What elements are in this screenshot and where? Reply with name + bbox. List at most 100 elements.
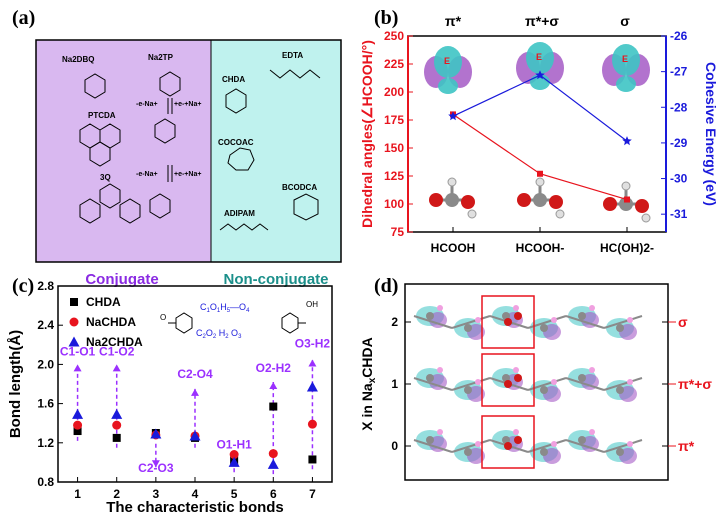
d-ytick-2: 2 bbox=[391, 315, 398, 329]
d-atom-hydrogen bbox=[475, 441, 481, 447]
conjugate-label: Conjugate bbox=[85, 271, 158, 288]
panel-c: (c) 0.8 1.2 1.6 2.0 2.4 2.8 1 2 3 4 5 6 7 Bond lengt… bbox=[7, 275, 333, 516]
c-x-tick-label: 5 bbox=[231, 487, 238, 501]
c-axes: 0.8 1.2 1.6 2.0 2.4 2.8 1 2 3 4 5 6 7 bbox=[37, 279, 316, 501]
b-point-star bbox=[448, 111, 458, 121]
d-bond bbox=[451, 439, 491, 453]
b-top-label-sigma: σ bbox=[620, 13, 630, 29]
d-right-labels: σ π*+σ π* bbox=[668, 314, 712, 454]
d-atom-carbon bbox=[578, 312, 586, 320]
c-series bbox=[72, 381, 318, 469]
d-atom-oxygen bbox=[504, 380, 512, 388]
hydrogen-atom bbox=[555, 209, 565, 219]
d-atom-oxygen bbox=[514, 374, 522, 382]
d-bond bbox=[565, 315, 605, 329]
d-atom-hydrogen bbox=[551, 317, 557, 323]
oxygen-atom bbox=[517, 193, 531, 207]
d-highlight-boxes bbox=[481, 295, 535, 469]
b-category-label: HCOOH bbox=[431, 241, 476, 255]
reaction-conditions: -e-Na+ +e-+Na+ -e-Na+ +e-+Na+ bbox=[136, 101, 201, 178]
orbital-label: E bbox=[622, 54, 628, 64]
reaction-arrows bbox=[167, 98, 173, 182]
c-point-NaCHDA bbox=[307, 419, 317, 429]
nonconjugate-label: Non-conjugate bbox=[224, 271, 329, 288]
d-ylabel: X in NaxCHDA bbox=[359, 337, 378, 430]
d-bond bbox=[603, 377, 643, 391]
d-atom-carbon bbox=[616, 324, 624, 332]
d-bond bbox=[603, 315, 643, 329]
c-point-CHDA bbox=[308, 455, 317, 464]
c-bond-label: O1-H1 bbox=[216, 438, 252, 452]
c-bond-arrows bbox=[73, 359, 317, 475]
c-structure-numbers: C1O1H5—O4 C2O2 H2 O3 bbox=[196, 302, 250, 340]
d-box-top bbox=[481, 295, 535, 349]
bcodca-structure bbox=[293, 193, 319, 221]
b-top-label-pi-sigma: π*+σ bbox=[525, 13, 559, 29]
hydrogen-atom bbox=[447, 177, 457, 187]
d-atom-oxygen bbox=[514, 312, 522, 320]
c-struct-o: O bbox=[160, 313, 166, 322]
b-right-tick-label: -26 bbox=[670, 29, 688, 43]
c-bond-label: C1-O2 bbox=[99, 345, 135, 359]
b-right-tick-label: -28 bbox=[670, 100, 688, 114]
b-right-tick-label: -31 bbox=[670, 207, 688, 221]
d-atom-hydrogen bbox=[513, 367, 519, 373]
nonconjugate-molecule-labels: CHDA EDTA COCOAC BCODCA ADIPAM bbox=[218, 51, 317, 218]
oxygen-atom bbox=[603, 197, 617, 211]
c-point-CHDA bbox=[73, 427, 82, 436]
d-atom-hydrogen bbox=[475, 379, 481, 385]
d-ytick-1: 1 bbox=[391, 377, 398, 391]
c-bond-label: O3-H2 bbox=[295, 337, 331, 351]
d-atom-carbon bbox=[426, 312, 434, 320]
c-point-Na2CHDA bbox=[189, 430, 201, 441]
c-arrow-head bbox=[308, 359, 317, 367]
panel-b-label: (b) bbox=[374, 7, 398, 29]
d-atom-carbon bbox=[464, 386, 472, 394]
d-atom-oxygen bbox=[504, 442, 512, 450]
d-atom-hydrogen bbox=[513, 429, 519, 435]
b-left-tick-label: 75 bbox=[391, 225, 405, 239]
d-structures bbox=[413, 305, 643, 464]
c-struct-oh: OH bbox=[306, 300, 318, 309]
c-legend-label: Na2CHDA bbox=[86, 335, 143, 349]
c-point-NaCHDA bbox=[73, 420, 83, 430]
d-atom-carbon bbox=[616, 448, 624, 456]
orbital-lobe bbox=[616, 76, 636, 92]
c-legend-marker bbox=[68, 336, 80, 347]
d-bond bbox=[413, 377, 453, 391]
conjugate-molecules bbox=[79, 71, 181, 224]
panel-a-frame bbox=[35, 39, 342, 263]
nonconjugate-molecules bbox=[219, 69, 321, 231]
c-arrow-head bbox=[73, 364, 82, 372]
d-atom-carbon bbox=[464, 324, 472, 332]
c-bond-label: C2-O4 bbox=[177, 367, 213, 381]
c-structure-inset bbox=[168, 312, 306, 334]
na2tp-structure bbox=[159, 71, 181, 97]
c-point-CHDA bbox=[112, 433, 121, 442]
hydrogen-atom bbox=[641, 213, 651, 223]
c-bond-label: C2-O3 bbox=[138, 461, 174, 475]
d-tick-marks bbox=[405, 321, 668, 447]
c-legend-marker bbox=[70, 298, 78, 306]
c-legend-label: NaCHDA bbox=[86, 315, 136, 329]
d-bond bbox=[413, 315, 453, 329]
b-series bbox=[448, 70, 632, 203]
d-atom-hydrogen bbox=[437, 367, 443, 373]
b-right-axis: -31 -30 -29 -28 -27 -26 bbox=[661, 29, 688, 232]
orbital-label: E bbox=[536, 52, 542, 62]
oxygen-atom bbox=[635, 199, 649, 213]
label-bcodca: BCODCA bbox=[282, 183, 317, 192]
c-point-NaCHDA bbox=[112, 420, 122, 430]
b-left-tick-label: 200 bbox=[384, 85, 404, 99]
b-top-label-pi: π* bbox=[445, 13, 462, 29]
chda-structure bbox=[225, 88, 247, 114]
c-x-tick-label: 7 bbox=[309, 487, 316, 501]
b-left-tick-label: 175 bbox=[384, 113, 404, 127]
d-atom-carbon bbox=[426, 436, 434, 444]
d-bond bbox=[565, 377, 605, 391]
b-right-tick-label: -29 bbox=[670, 136, 688, 150]
c-point-Na2CHDA bbox=[306, 381, 318, 392]
b-top-labels: π* π*+σ σ bbox=[445, 13, 630, 29]
